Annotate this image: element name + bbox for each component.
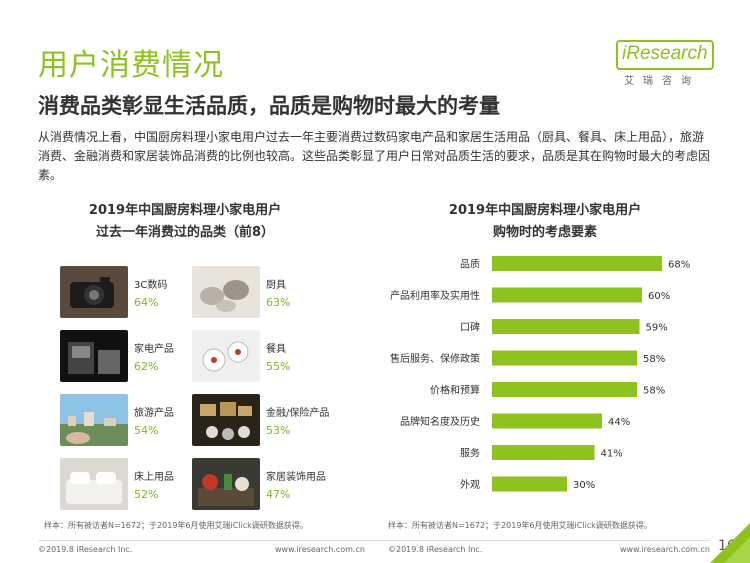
bar <box>492 445 595 460</box>
category-name: 旅游产品 <box>134 408 174 419</box>
category-item: 旅游产品 54% <box>60 394 200 450</box>
bar <box>492 319 640 334</box>
bar-category-label: 品牌知名度及历史 <box>400 415 480 428</box>
digital-camera-icon <box>60 266 128 318</box>
footer-left-url: www.iresearch.com.cn <box>275 545 365 554</box>
bar-category-label: 口碑 <box>460 321 480 334</box>
left-title-line2: 过去一年消费过的品类（前8） <box>95 225 275 240</box>
category-item: 金融/保险产品 53% <box>192 394 332 450</box>
corner-decoration <box>710 523 750 563</box>
right-title-line1: 2019年中国厨房料理小家电用户 <box>448 203 642 218</box>
category-percent: 64% <box>134 296 159 309</box>
category-item: 床上用品 52% <box>60 458 200 514</box>
logo-subtext: 艾瑞咨询 <box>624 76 700 87</box>
bar-category-label: 品质 <box>460 259 480 271</box>
footer-left-copyright: ©2019.8 iResearch Inc. <box>38 545 133 554</box>
category-percent: 63% <box>266 296 291 309</box>
category-name: 3C数码 <box>134 280 168 291</box>
bar <box>492 256 662 271</box>
bar-category-label: 售后服务、保修政策 <box>390 352 480 365</box>
bar <box>492 287 642 303</box>
category-percent: 52% <box>134 488 159 501</box>
category-percent: 62% <box>134 360 159 373</box>
bar-category-label: 服务 <box>460 447 480 460</box>
finance-icon <box>192 394 260 446</box>
category-percent: 47% <box>266 488 291 501</box>
bar <box>492 413 602 429</box>
home-decor-icon <box>192 458 260 510</box>
category-grid: 3C数码 64% 厨具 63% 家电产品 62% 餐具 55% 旅游产品 54% <box>60 266 350 516</box>
bar-value-label: 58% <box>643 386 665 397</box>
bar <box>492 382 637 397</box>
bar-value-label: 41% <box>601 449 623 460</box>
bar-value-label: 59% <box>646 323 668 334</box>
bar-category-label: 价格和预算 <box>430 384 480 397</box>
category-name: 床上用品 <box>134 472 174 483</box>
left-footnote: 样本：所有被访者N=1672；于2019年6月使用艾瑞iClick调研数据获得。 <box>44 521 308 530</box>
category-item: 厨具 63% <box>192 266 332 322</box>
logo-text: iResearch <box>622 43 708 64</box>
footer-divider <box>38 540 710 541</box>
category-item: 家居装饰用品 47% <box>192 458 332 514</box>
footer-right-url: www.iresearch.com.cn <box>620 545 710 554</box>
category-name: 金融/保险产品 <box>266 408 330 419</box>
bar-value-label: 30% <box>573 480 595 491</box>
page-subtitle: 消费品类彰显生活品质，品质是购物时最大的考量 <box>38 94 500 118</box>
bar-value-label: 68% <box>668 260 690 271</box>
page-title: 用户消费情况 <box>38 48 224 83</box>
category-item: 餐具 55% <box>192 330 332 386</box>
footer-right-copyright: ©2019.8 iResearch Inc. <box>388 545 483 554</box>
category-name: 厨具 <box>266 280 286 291</box>
category-name: 家居装饰用品 <box>266 472 326 483</box>
purchase-factor-bar-chart: 品质 68% 产品利用率及实用性 60% 口碑 59% 售后服务、保修政策 58% 价格和预算 5… <box>390 256 690 492</box>
tableware-icon <box>192 330 260 382</box>
bar <box>492 350 637 366</box>
bar-category-label: 外观 <box>460 479 480 491</box>
travel-icon <box>60 394 128 446</box>
right-footnote: 样本：所有被访者N=1672；于2019年6月使用艾瑞iClick调研数据获得。 <box>388 521 652 530</box>
logo-frame <box>616 40 714 70</box>
category-percent: 54% <box>134 424 159 437</box>
category-item: 3C数码 64% <box>60 266 200 322</box>
bar-category-label: 产品利用率及实用性 <box>390 289 480 302</box>
bar <box>492 476 567 492</box>
bedding-icon <box>60 458 128 510</box>
right-title-line2: 购物时的考虑要素 <box>492 225 597 240</box>
cookware-icon <box>192 266 260 318</box>
category-percent: 55% <box>266 360 291 373</box>
bar-value-label: 60% <box>648 291 670 302</box>
left-panel-title: 2019年中国厨房料理小家电用户 过去一年消费过的品类（前8） <box>60 200 310 244</box>
intro-paragraph: 从消费情况上看，中国厨房料理小家电用户过去一年主要消费过数码家电产品和家居生活用… <box>38 130 711 182</box>
category-name: 餐具 <box>266 344 286 355</box>
appliance-icon <box>60 330 128 382</box>
category-percent: 53% <box>266 424 291 437</box>
bar-value-label: 58% <box>643 354 665 365</box>
bar-value-label: 44% <box>608 417 630 428</box>
right-panel-title: 2019年中国厨房料理小家电用户 购物时的考虑要素 <box>410 200 680 244</box>
category-item: 家电产品 62% <box>60 330 200 386</box>
left-title-line1: 2019年中国厨房料理小家电用户 <box>88 203 282 218</box>
iresearch-logo: iResearch 艾瑞咨询 <box>616 40 726 90</box>
category-name: 家电产品 <box>134 344 174 355</box>
